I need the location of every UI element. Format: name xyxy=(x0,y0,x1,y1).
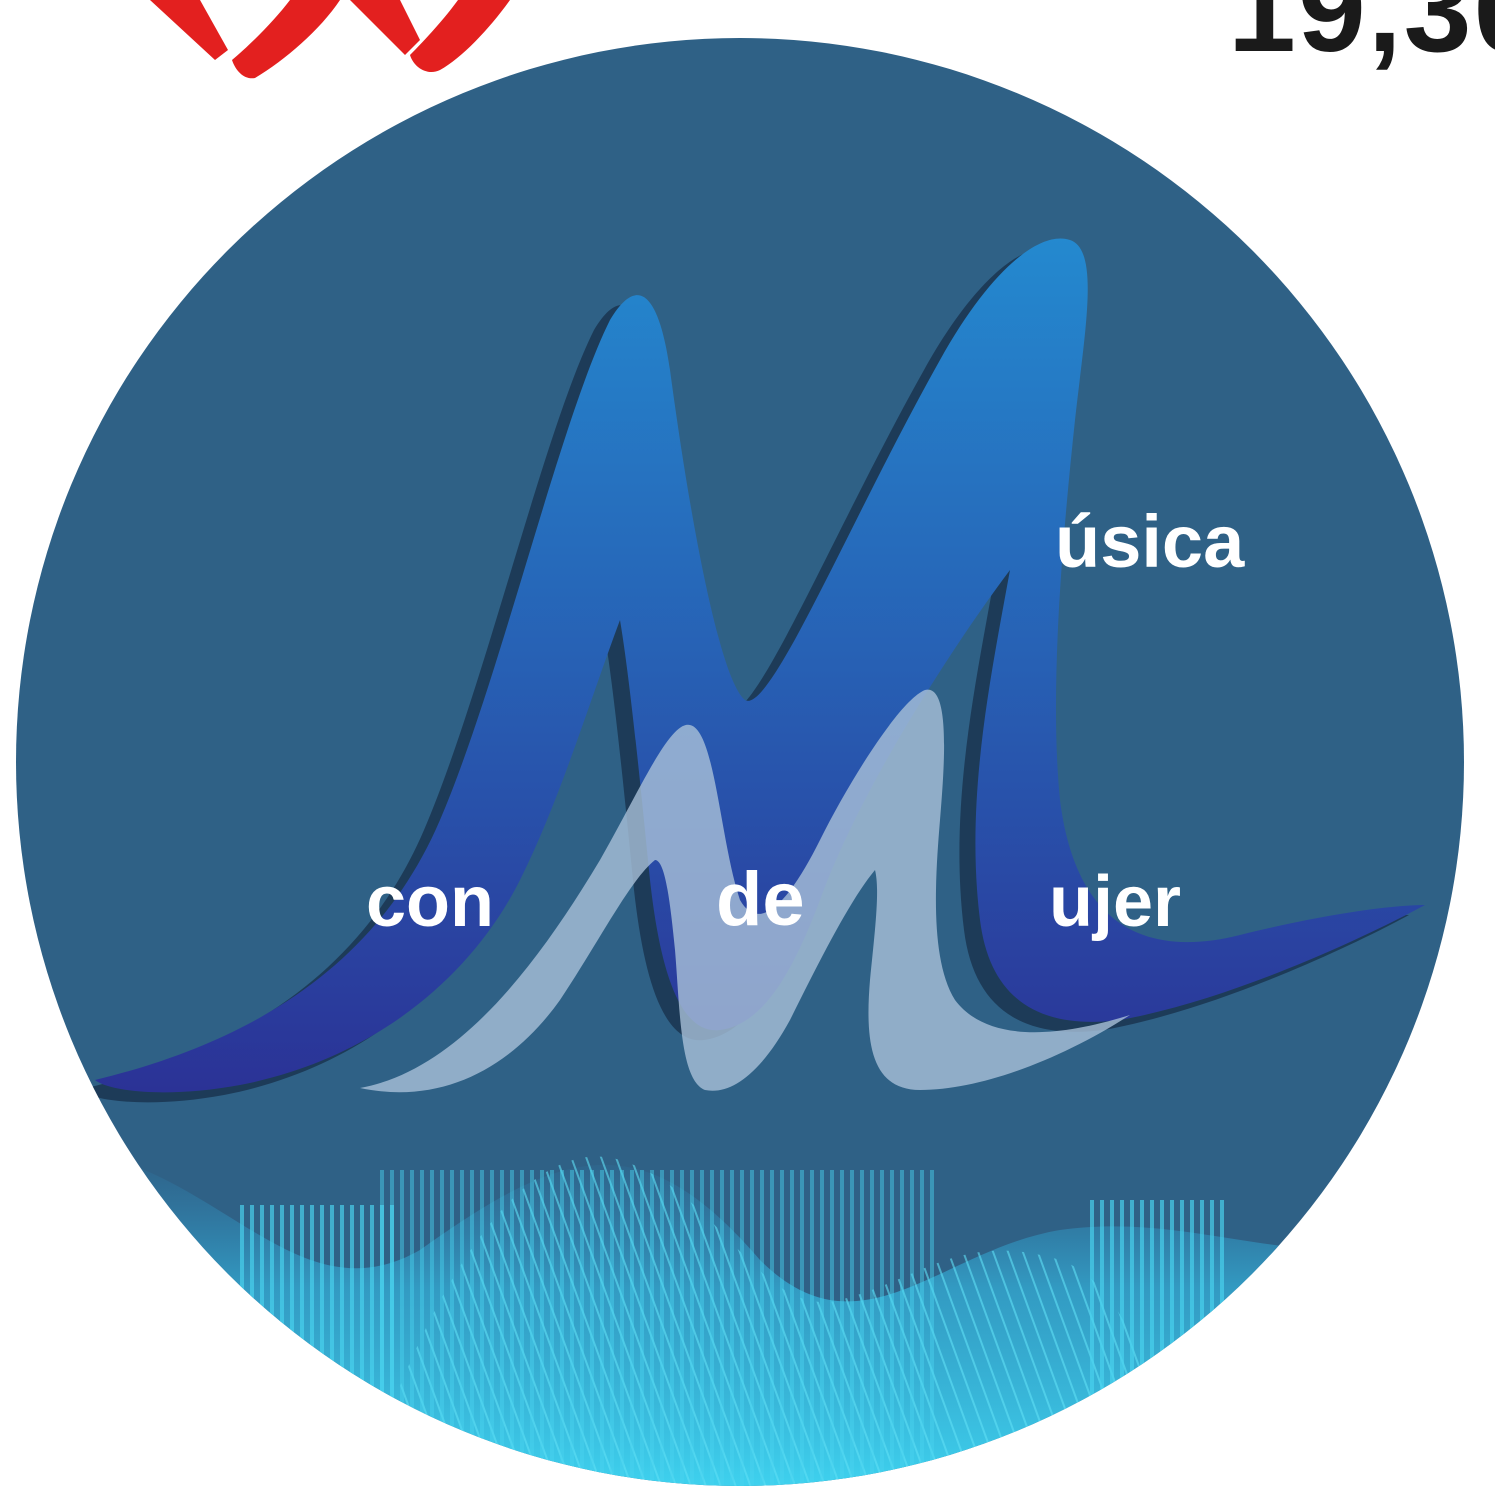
logo-word-ujer: ujer xyxy=(1049,862,1182,942)
equalizer-bars-right xyxy=(1090,1200,1230,1486)
logo-word-de: de xyxy=(716,857,805,942)
equalizer-bars-far-right xyxy=(1290,1240,1350,1486)
equalizer-bars-left xyxy=(240,1205,400,1486)
logo-word-con: con xyxy=(366,862,495,942)
letter-m-main xyxy=(95,238,1425,1093)
logo-word-musica: úsica xyxy=(1055,500,1245,583)
equalizer-bars-center xyxy=(380,1170,940,1486)
letter-m-overlay xyxy=(360,689,1130,1093)
event-time-label: 19,30 xyxy=(1228,0,1495,77)
corner-red-logo-fragment xyxy=(150,0,510,79)
